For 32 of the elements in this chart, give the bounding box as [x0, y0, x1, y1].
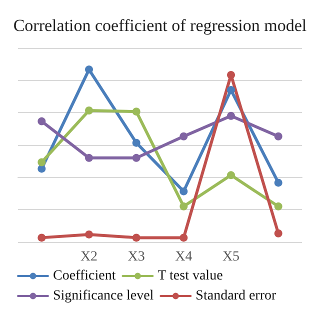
- point: [227, 171, 235, 180]
- x-tick-label: X3: [128, 250, 145, 264]
- point: [132, 138, 140, 147]
- x-tick-label: X4: [175, 250, 192, 264]
- point: [274, 202, 282, 210]
- x-tick-label: X2: [80, 250, 98, 264]
- point: [180, 234, 188, 242]
- point: [85, 66, 93, 74]
- x-tick-label: X5: [222, 250, 240, 264]
- point: [180, 202, 188, 210]
- point: [227, 86, 235, 94]
- point: [85, 230, 93, 238]
- point: [227, 112, 235, 120]
- point: [132, 154, 140, 162]
- point: [132, 234, 140, 242]
- point: [180, 132, 188, 140]
- point: [274, 229, 282, 238]
- legend-label: Standard error: [196, 288, 276, 304]
- legend-label: Significance level: [53, 288, 154, 304]
- legend-label: T test value: [158, 268, 223, 284]
- point: [132, 108, 140, 116]
- legend-label: Coefficient: [53, 268, 116, 284]
- point: [85, 154, 93, 162]
- point: [38, 117, 46, 126]
- point: [274, 132, 282, 140]
- point: [274, 178, 282, 187]
- point: [38, 234, 46, 242]
- point: [85, 106, 93, 115]
- point: [180, 187, 188, 196]
- chart-title: Correlation coefficient of regression model: [13, 16, 307, 35]
- point: [227, 70, 235, 79]
- point: [38, 158, 46, 166]
